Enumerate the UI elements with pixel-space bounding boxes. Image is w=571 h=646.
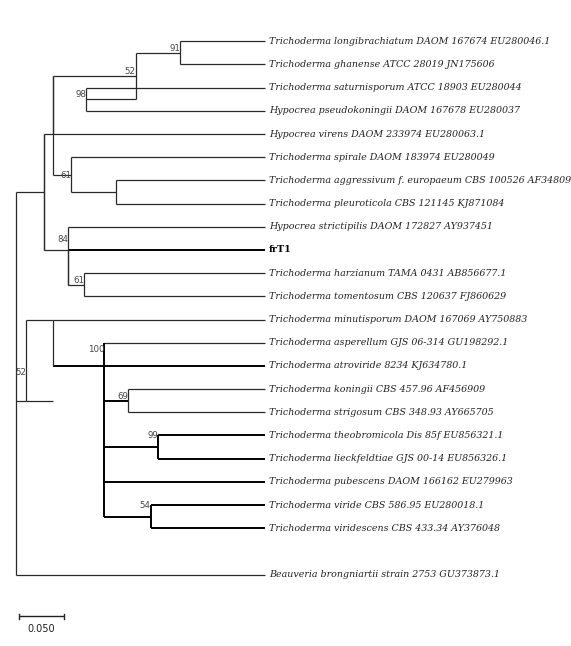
Text: Trichoderma viridescens CBS 433.34 AY376048: Trichoderma viridescens CBS 433.34 AY376… bbox=[269, 524, 500, 533]
Text: Hypocrea pseudokoningii DAOM 167678 EU280037: Hypocrea pseudokoningii DAOM 167678 EU28… bbox=[269, 107, 520, 116]
Text: 91: 91 bbox=[170, 44, 180, 53]
Text: Trichoderma minutisporum DAOM 167069 AY750883: Trichoderma minutisporum DAOM 167069 AY7… bbox=[269, 315, 527, 324]
Text: Trichoderma strigosum CBS 348.93 AY665705: Trichoderma strigosum CBS 348.93 AY66570… bbox=[269, 408, 493, 417]
Text: Trichoderma asperellum GJS 06-314 GU198292.1: Trichoderma asperellum GJS 06-314 GU1982… bbox=[269, 339, 508, 347]
Text: 84: 84 bbox=[57, 235, 69, 244]
Text: Trichoderma harzianum TAMA 0431 AB856677.1: Trichoderma harzianum TAMA 0431 AB856677… bbox=[269, 269, 506, 278]
Text: Trichoderma koningii CBS 457.96 AF456909: Trichoderma koningii CBS 457.96 AF456909 bbox=[269, 384, 485, 393]
Text: Trichoderma pubescens DAOM 166162 EU279963: Trichoderma pubescens DAOM 166162 EU2799… bbox=[269, 477, 513, 486]
Text: Trichoderma viride CBS 586.95 EU280018.1: Trichoderma viride CBS 586.95 EU280018.1 bbox=[269, 501, 484, 510]
Text: 69: 69 bbox=[118, 391, 128, 401]
Text: Hypocrea strictipilis DAOM 172827 AY937451: Hypocrea strictipilis DAOM 172827 AY9374… bbox=[269, 222, 493, 231]
Text: 52: 52 bbox=[15, 368, 26, 377]
Text: 99: 99 bbox=[147, 431, 158, 440]
Text: Trichoderma atroviride 8234 KJ634780.1: Trichoderma atroviride 8234 KJ634780.1 bbox=[269, 361, 467, 370]
Text: 98: 98 bbox=[75, 90, 86, 99]
Text: frT1: frT1 bbox=[269, 245, 292, 255]
Text: 54: 54 bbox=[140, 501, 151, 510]
Text: Beauveria brongniartii strain 2753 GU373873.1: Beauveria brongniartii strain 2753 GU373… bbox=[269, 570, 500, 579]
Text: Hypocrea virens DAOM 233974 EU280063.1: Hypocrea virens DAOM 233974 EU280063.1 bbox=[269, 129, 485, 138]
Text: Trichoderma pleuroticola CBS 121145 KJ871084: Trichoderma pleuroticola CBS 121145 KJ87… bbox=[269, 199, 504, 208]
Text: Trichoderma longibrachiatum DAOM 167674 EU280046.1: Trichoderma longibrachiatum DAOM 167674 … bbox=[269, 37, 550, 46]
Text: Trichoderma spirale DAOM 183974 EU280049: Trichoderma spirale DAOM 183974 EU280049 bbox=[269, 152, 494, 162]
Text: 100: 100 bbox=[88, 346, 104, 354]
Text: 61: 61 bbox=[74, 276, 85, 285]
Text: Trichoderma lieckfeldtiae GJS 00-14 EU856326.1: Trichoderma lieckfeldtiae GJS 00-14 EU85… bbox=[269, 454, 507, 463]
Text: Trichoderma ghanense ATCC 28019 JN175606: Trichoderma ghanense ATCC 28019 JN175606 bbox=[269, 60, 494, 69]
Text: 52: 52 bbox=[124, 67, 135, 76]
Text: Trichoderma tomentosum CBS 120637 FJ860629: Trichoderma tomentosum CBS 120637 FJ8606… bbox=[269, 292, 506, 301]
Text: Trichoderma theobromicola Dis 85f EU856321.1: Trichoderma theobromicola Dis 85f EU8563… bbox=[269, 431, 503, 440]
Text: Trichoderma aggressivum f. europaeum CBS 100526 AF348096: Trichoderma aggressivum f. europaeum CBS… bbox=[269, 176, 571, 185]
Text: 0.050: 0.050 bbox=[28, 625, 55, 634]
Text: 61: 61 bbox=[60, 171, 71, 180]
Text: Trichoderma saturnisporum ATCC 18903 EU280044: Trichoderma saturnisporum ATCC 18903 EU2… bbox=[269, 83, 521, 92]
